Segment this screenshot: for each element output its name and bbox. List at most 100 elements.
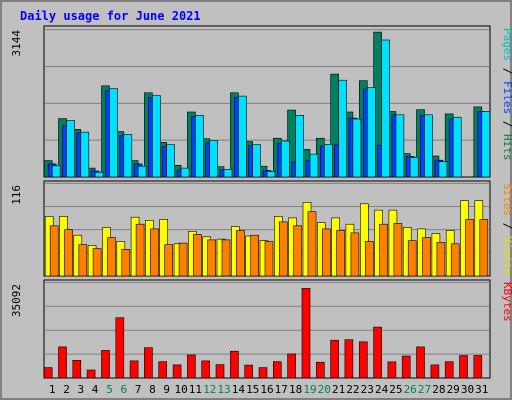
- bar-pages-day-25: [395, 114, 405, 178]
- bar-sites-day-30: [465, 219, 474, 277]
- bar-kbytes-day-14: [230, 350, 239, 379]
- x-label-day-22: 22: [346, 383, 359, 396]
- panel-middle-max-label: 116: [10, 185, 23, 205]
- bar-kbytes-day-13: [215, 364, 225, 379]
- bar-kbytes-day-30: [459, 355, 468, 379]
- bar-pages-day-17: [280, 140, 290, 178]
- bar-sites-day-19: [307, 211, 317, 277]
- bar-kbytes-day-6: [115, 317, 125, 379]
- bar-pages-day-16: [266, 171, 276, 178]
- bar-sites-day-7: [135, 223, 145, 277]
- bar-kbytes-day-4: [86, 369, 96, 379]
- bar-pages-day-31: [481, 111, 491, 178]
- x-label-day-15: 15: [246, 383, 259, 396]
- x-label-day-4: 4: [92, 383, 99, 396]
- bar-visits-day-23: [359, 203, 369, 277]
- bar-kbytes-day-3: [72, 359, 82, 379]
- bar-pages-day-27: [424, 114, 433, 178]
- bar-pages-day-22: [352, 118, 362, 178]
- bar-sites-day-25: [393, 223, 403, 277]
- panel-bottom-max-label: 35092: [10, 284, 23, 317]
- bar-pages-day-20: [323, 144, 333, 178]
- bar-sites-day-22: [350, 232, 360, 277]
- x-label-day-10: 10: [174, 383, 187, 396]
- bar-pages-day-10: [180, 167, 190, 178]
- bar-kbytes-day-24: [373, 326, 382, 379]
- bar-sites-day-17: [278, 221, 288, 277]
- x-label-day-7: 7: [135, 383, 142, 396]
- x-label-day-12: 12: [203, 383, 216, 396]
- panel-top: 3144 Pages / Files / Hits: [10, 25, 512, 178]
- bar-kbytes-day-23: [358, 341, 368, 379]
- bar-pages-day-8: [152, 95, 161, 178]
- bar-kbytes-day-7: [129, 360, 139, 379]
- x-label-day-21: 21: [332, 383, 345, 396]
- bar-kbytes-day-11: [187, 354, 196, 379]
- bar-sites-day-3: [78, 244, 88, 277]
- bar-kbytes-day-31: [473, 355, 483, 379]
- bar-pages-day-24: [381, 39, 390, 178]
- bar-pages-day-14: [238, 95, 247, 178]
- bar-sites-day-27: [422, 237, 431, 277]
- bar-kbytes-day-16: [258, 367, 268, 379]
- bar-kbytes-day-12: [201, 360, 210, 379]
- bar-pages-day-4: [94, 172, 104, 178]
- bar-pages-day-3: [80, 131, 90, 178]
- bar-pages-day-1: [51, 165, 61, 178]
- x-label-day-20: 20: [318, 383, 331, 396]
- bar-kbytes-day-26: [401, 355, 411, 379]
- bar-sites-day-6: [121, 249, 131, 277]
- bar-sites-day-16: [264, 241, 274, 277]
- legend-sites: Sites: [501, 183, 512, 216]
- chart-title: Daily usage for June 2021: [20, 9, 201, 23]
- legend-kbytes: KBytes: [501, 282, 512, 322]
- legend-hits: Hits: [501, 134, 512, 161]
- x-label-day-17: 17: [275, 383, 288, 396]
- bar-kbytes-day-2: [58, 346, 67, 379]
- bar-sites-day-28: [436, 242, 446, 277]
- bar-pages-day-11: [195, 115, 204, 178]
- x-label-day-14: 14: [232, 383, 246, 396]
- x-label-day-29: 29: [447, 383, 460, 396]
- panel-bottom: 35092 KBytes: [10, 279, 512, 379]
- chart-panels: 3144 Pages / Files / Hits 116 Sites / Visit…: [10, 25, 512, 379]
- x-label-day-18: 18: [289, 383, 302, 396]
- bar-kbytes-day-27: [416, 346, 425, 379]
- x-label-day-23: 23: [361, 383, 374, 396]
- bar-kbytes-day-22: [344, 339, 354, 379]
- bar-kbytes-day-17: [272, 361, 282, 379]
- bar-sites-day-10: [178, 242, 188, 277]
- bar-sites-day-13: [221, 239, 231, 277]
- x-label-day-19: 19: [303, 383, 316, 396]
- panel-middle-legend: Sites / Visits: [501, 183, 512, 276]
- bar-pages-day-12: [209, 140, 218, 178]
- x-label-day-13: 13: [217, 383, 230, 396]
- x-label-day-24: 24: [375, 383, 389, 396]
- legend-visits: Visits: [501, 236, 512, 276]
- x-label-day-11: 11: [189, 383, 202, 396]
- panel-top-max-label: 3144: [10, 30, 23, 57]
- bar-kbytes-day-20: [315, 361, 325, 379]
- bar-kbytes-day-29: [444, 361, 454, 379]
- bar-kbytes-day-1: [43, 367, 53, 379]
- x-label-day-3: 3: [77, 383, 84, 396]
- panel-bottom-legend: KBytes: [501, 282, 512, 322]
- bar-sites-day-12: [207, 239, 216, 277]
- x-label-day-26: 26: [404, 383, 417, 396]
- bar-kbytes-day-9: [158, 361, 167, 379]
- bar-sites-day-24: [379, 223, 388, 277]
- bar-sites-day-20: [321, 228, 331, 277]
- x-axis-labels: 1 2 3 4 5 6 7 8 9 10 11 12 13 14 15 16 17 18 19 20 21 22 23 24 2…: [49, 383, 489, 396]
- bar-sites-day-2: [64, 229, 73, 277]
- x-label-day-1: 1: [49, 383, 56, 396]
- bar-kbytes-day-15: [244, 364, 253, 379]
- x-label-day-30: 30: [461, 383, 474, 396]
- bar-sites-day-1: [49, 225, 59, 277]
- bar-pages-day-26: [409, 157, 419, 178]
- x-label-day-2: 2: [63, 383, 70, 396]
- bar-kbytes-day-21: [330, 339, 339, 379]
- x-label-day-6: 6: [120, 383, 127, 396]
- x-label-day-25: 25: [389, 383, 402, 396]
